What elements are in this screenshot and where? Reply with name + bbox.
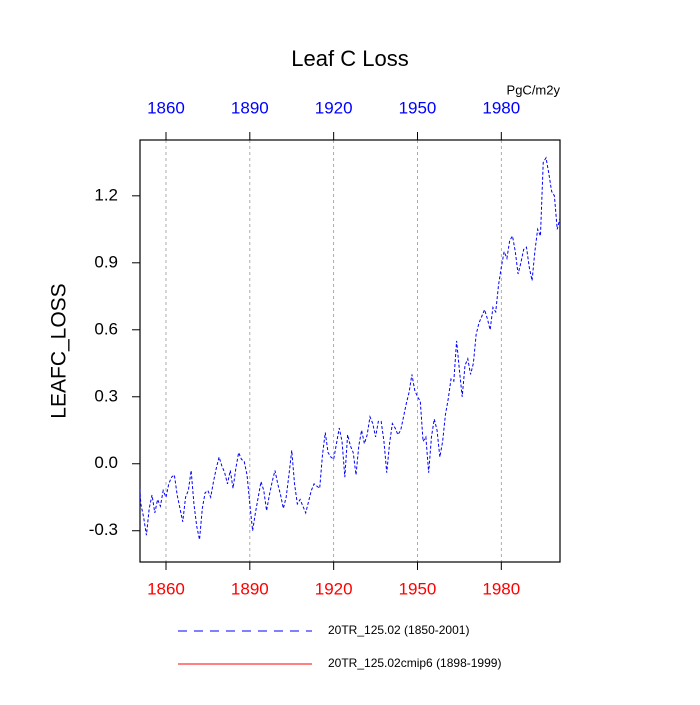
y-tick-label: 0.0: [94, 453, 118, 472]
x-tick-label: 1980: [482, 579, 520, 598]
y-tick-label: -0.3: [89, 520, 118, 539]
x-tick-label: 1890: [231, 579, 269, 598]
x-tick-label-top: 1920: [315, 98, 353, 117]
units-label: PgC/m2y: [507, 82, 561, 97]
legend-label: 20TR_125.02cmip6 (1898-1999): [328, 656, 501, 670]
x-tick-label-top: 1980: [482, 98, 520, 117]
x-tick-label: 1860: [147, 579, 185, 598]
plot-frame: [139, 139, 561, 563]
y-tick-label: 0.3: [94, 386, 118, 405]
x-tick-label-top: 1950: [399, 98, 437, 117]
y-tick-label: 1.2: [94, 185, 118, 204]
x-tick-label: 1920: [315, 579, 353, 598]
chart-title: Leaf C Loss: [291, 46, 408, 71]
x-tick-label: 1950: [399, 579, 437, 598]
legend-label: 20TR_125.02 (1850-2001): [328, 623, 469, 637]
data-line: [140, 156, 560, 540]
y-axis-label: LEAFC_LOSS: [48, 283, 71, 418]
y-tick-label: 0.6: [94, 319, 118, 338]
x-tick-label-top: 1890: [231, 98, 269, 117]
y-tick-label: 0.9: [94, 252, 118, 271]
x-tick-label-top: 1860: [147, 98, 185, 117]
